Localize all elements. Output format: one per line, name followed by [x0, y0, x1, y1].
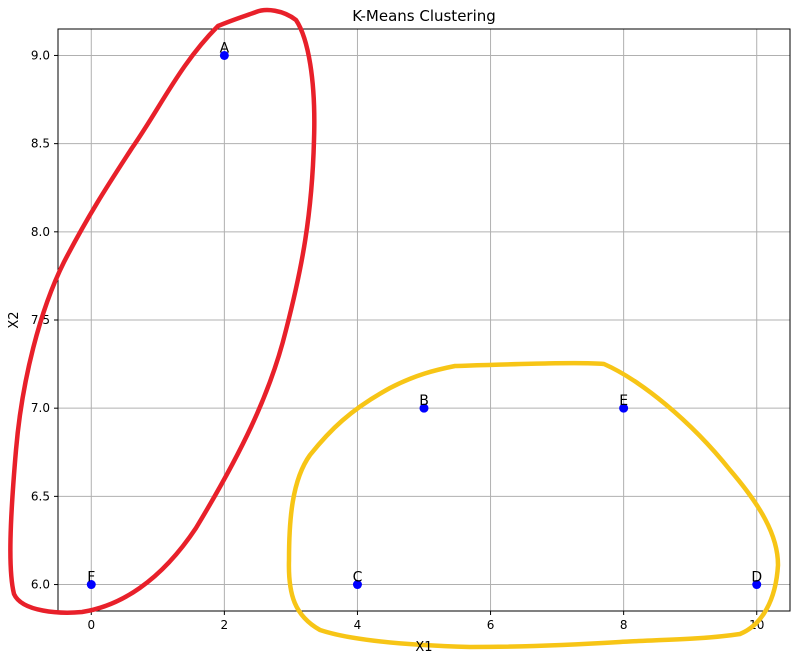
y-tick-label: 7.0: [31, 401, 50, 415]
x-tick-label: 8: [620, 618, 628, 632]
y-tick-label: 9.0: [31, 48, 50, 62]
chart-title: K-Means Clustering: [352, 7, 496, 25]
x-axis-label: X1: [415, 640, 432, 655]
tick-marks: [54, 54, 758, 615]
x-tick-label: 0: [87, 618, 95, 632]
red-cluster-annotation: [8, 7, 317, 615]
x-tick-label: 4: [354, 618, 362, 632]
point-label-c: C: [353, 570, 363, 586]
grid-lines: [58, 29, 790, 611]
data-point-d: [752, 580, 762, 590]
data-points: [86, 50, 762, 590]
x-tick-label: 6: [487, 618, 495, 632]
y-tick-label: 6.5: [31, 489, 50, 503]
point-labels: A B C D E F: [87, 40, 762, 585]
data-point-a: [219, 50, 229, 60]
data-point-b: [419, 403, 429, 413]
yellow-cluster-annotation: [286, 360, 781, 650]
y-tick-label: 6.0: [31, 578, 50, 592]
y-tick-label: 8.5: [31, 137, 50, 151]
point-label-f: F: [87, 570, 95, 586]
point-label-a: A: [220, 40, 230, 56]
point-label-e: E: [619, 393, 628, 409]
y-axis-label: X2: [7, 311, 22, 328]
y-tick-label: 8.0: [31, 225, 50, 239]
point-label-b: B: [419, 393, 429, 409]
point-label-d: D: [751, 570, 762, 586]
data-point-c: [352, 580, 362, 590]
x-tick-label: 2: [221, 618, 229, 632]
data-point-f: [86, 580, 96, 590]
data-point-e: [619, 403, 629, 413]
